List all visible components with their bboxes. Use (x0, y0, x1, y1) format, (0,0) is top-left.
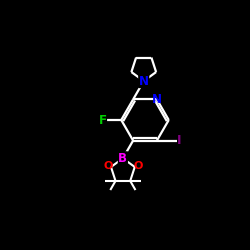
Text: I: I (177, 134, 182, 147)
Text: B: B (118, 152, 127, 165)
Text: N: N (152, 93, 162, 106)
Text: O: O (133, 161, 142, 171)
Text: F: F (98, 114, 106, 126)
Text: O: O (103, 161, 113, 171)
Text: N: N (139, 74, 149, 88)
